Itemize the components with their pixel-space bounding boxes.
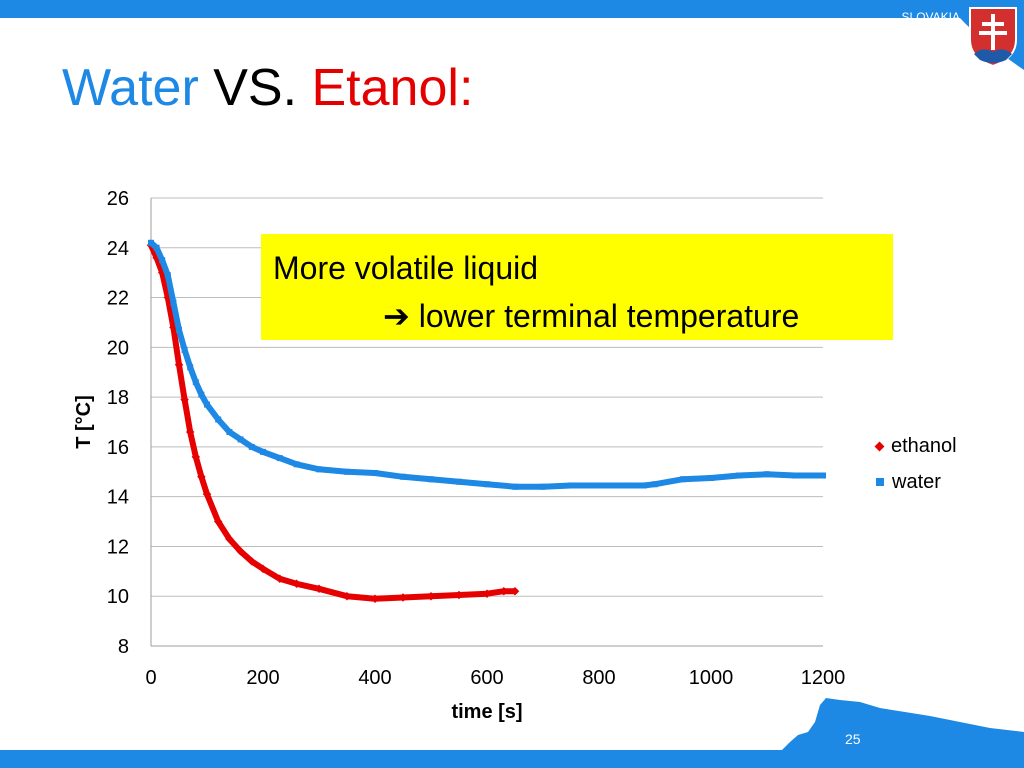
data-point-water [276, 455, 283, 462]
data-point-ethanol [426, 591, 436, 601]
data-point-water [176, 326, 182, 333]
data-point-water [204, 401, 210, 408]
header-country-block: SLOVAKIA IYPT '13 [902, 10, 960, 39]
legend-item-ethanol: ethanol [874, 428, 957, 464]
x-tick-label: 1000 [689, 667, 734, 689]
data-point-water [764, 471, 770, 478]
data-point-water [680, 476, 686, 483]
bottom-band [0, 750, 1024, 768]
top-band [0, 0, 1024, 18]
data-point-water [624, 482, 630, 489]
legend-marker-ethanol [874, 441, 885, 451]
data-point-water [640, 482, 647, 489]
x-tick-label: 1200 [801, 667, 846, 689]
x-tick-label: 400 [358, 667, 391, 689]
data-point-water [192, 379, 199, 386]
callout-line-1: More volatile liquid [273, 250, 539, 286]
data-point-ethanol [275, 574, 285, 584]
data-point-water [736, 472, 742, 479]
x-tick-label: 800 [582, 667, 615, 689]
data-point-water [540, 483, 546, 490]
data-point-water [792, 472, 798, 479]
y-tick-label: 10 [107, 586, 129, 608]
y-tick-label: 26 [107, 188, 129, 210]
data-point-water [170, 299, 177, 306]
country-label: SLOVAKIA [901, 10, 960, 24]
data-point-water [187, 364, 194, 371]
data-point-ethanol [292, 579, 301, 589]
data-point-ethanol [180, 395, 189, 404]
event-label: IYPT '13 [922, 26, 960, 38]
data-point-ethanol [454, 590, 464, 600]
callout-line-2: ➔ lower terminal temperature [383, 298, 800, 334]
x-axis-title: time [s] [451, 701, 522, 723]
legend-item-water: water [876, 464, 957, 500]
slide-number: 25 [845, 731, 861, 747]
data-point-water [428, 476, 434, 483]
chart-legend: ethanol water [874, 428, 957, 500]
data-point-water [215, 416, 222, 423]
y-tick-label: 16 [107, 437, 129, 459]
x-tick-label: 0 [145, 667, 156, 689]
data-point-water [181, 346, 188, 353]
data-point-water [456, 478, 462, 485]
data-point-ethanol [174, 360, 184, 369]
data-point-water [596, 482, 602, 489]
title-etanol: Etanol: [311, 59, 474, 117]
data-point-water [344, 468, 350, 475]
y-axis-title: T [°C] [73, 395, 95, 449]
data-point-water [484, 481, 490, 488]
legend-label-ethanol: ethanol [891, 434, 957, 457]
data-point-water [652, 481, 658, 488]
data-point-water [159, 257, 166, 264]
title-water: Water [62, 59, 199, 117]
data-point-ethanol [370, 594, 380, 603]
data-point-water [260, 448, 266, 455]
data-point-water [248, 443, 255, 450]
data-point-water [198, 391, 205, 398]
data-point-water [568, 482, 574, 489]
data-point-ethanol [191, 452, 201, 462]
data-point-ethanol [482, 589, 492, 598]
data-point-ethanol [314, 584, 324, 593]
data-point-water [293, 461, 300, 468]
slide-title: Water VS. Etanol: [62, 58, 473, 118]
title-vs: VS. [213, 59, 298, 117]
data-point-ethanol [185, 427, 195, 437]
y-tick-label: 8 [118, 636, 129, 658]
data-point-ethanol [202, 489, 212, 499]
y-tick-label: 18 [107, 387, 129, 409]
data-point-ethanol [499, 587, 509, 596]
legend-label-water: water [892, 470, 941, 493]
data-point-ethanol [197, 472, 206, 481]
y-tick-label: 22 [107, 288, 129, 310]
slovak-crest-icon [969, 7, 1017, 68]
data-point-water [400, 473, 406, 480]
data-point-water [512, 483, 518, 490]
y-tick-label: 12 [107, 536, 129, 558]
data-point-water [316, 466, 322, 473]
data-point-water [148, 239, 154, 246]
data-point-water [153, 244, 160, 251]
mountain-shape [782, 698, 1024, 750]
data-point-water [820, 472, 826, 479]
data-point-ethanol [342, 591, 352, 601]
data-point-ethanol [258, 564, 268, 574]
callout-box: More volatile liquid ➔ lower terminal te… [261, 234, 893, 340]
y-tick-label: 20 [107, 337, 129, 359]
y-tick-label: 24 [107, 238, 129, 260]
x-tick-label: 200 [246, 667, 279, 689]
data-point-water [226, 428, 233, 435]
data-point-water [237, 436, 244, 443]
data-point-water [372, 470, 378, 477]
x-tick-label: 600 [470, 667, 503, 689]
data-point-ethanol [398, 593, 408, 602]
legend-marker-water [876, 478, 884, 486]
y-tick-label: 14 [107, 487, 129, 509]
data-point-water [164, 272, 171, 279]
data-point-water [708, 475, 714, 481]
